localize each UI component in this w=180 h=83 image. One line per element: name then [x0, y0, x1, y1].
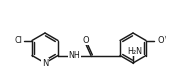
Text: O: O — [82, 36, 89, 45]
Text: O: O — [158, 36, 164, 45]
Text: H₂N: H₂N — [127, 46, 143, 56]
Text: NH: NH — [69, 51, 80, 60]
Text: Cl: Cl — [14, 36, 22, 45]
Text: N: N — [42, 59, 48, 67]
